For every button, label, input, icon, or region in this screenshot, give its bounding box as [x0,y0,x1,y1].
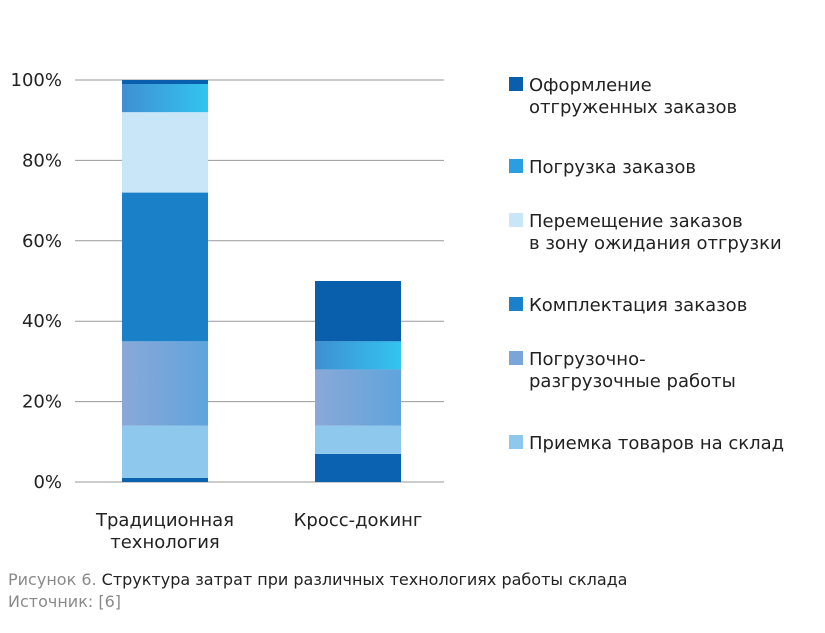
bar-segment [315,281,401,342]
category-label: технология [110,532,220,553]
bar-segment [315,453,401,482]
legend-swatch [509,435,523,449]
y-tick-label: 0% [33,472,62,493]
legend-item: Погрузка заказов [509,157,696,178]
caption-line: Рисунок 6. Структура затрат при различны… [8,569,818,591]
legend-swatch [509,159,523,173]
stacked-bar-chart: 0% 20% 40% 60% 80% 100% Традиционнаятехнологи… [11,70,785,553]
bar-segment [315,341,401,370]
legend-item: Комплектация заказов [509,295,747,316]
bar-segment [122,84,208,113]
bar-segment [122,477,208,482]
legend-item: Погрузочно-разгрузочные работы [509,349,736,392]
bar-segment [122,425,208,478]
y-tick-label: 80% [22,150,62,171]
legend-label: Погрузка заказов [529,157,696,178]
bar-segment [315,369,401,426]
figure-caption: Рисунок 6. Структура затрат при различны… [8,569,818,613]
legend-label: в зону ожидания отгрузки [529,233,782,254]
category-label: Традиционная [95,510,234,531]
y-tick-label: 40% [22,311,62,332]
y-tick-label: 100% [11,70,62,91]
caption-text: Структура затрат при различных технологи… [101,570,628,589]
caption-label: Рисунок 6. [8,570,97,589]
legend-label: Комплектация заказов [529,295,747,316]
legend-swatch [509,77,523,91]
legend-label: Оформление [529,75,652,96]
bar-segment [315,425,401,454]
caption-source: Источник: [6] [8,592,121,611]
bars [122,80,401,482]
legend-swatch [509,297,523,311]
legend-item: Приемка товаров на склад [509,433,784,454]
legend-label: Приемка товаров на склад [529,433,784,454]
legend-label: Погрузочно- [529,349,646,370]
legend-swatch [509,213,523,227]
legend-label: разгрузочные работы [529,371,736,392]
category-label: Кросс-докинг [294,510,423,531]
bar-segment [122,80,208,85]
y-tick-label: 20% [22,392,62,413]
bar-segment [122,341,208,426]
legend-label: Перемещение заказов [529,211,743,232]
legend-swatch [509,351,523,365]
y-tick-label: 60% [22,231,62,252]
y-axis-ticks: 0% 20% 40% 60% 80% 100% [11,70,62,493]
bar-segment [122,112,208,193]
legend-label: отгруженных заказов [529,97,737,118]
bar-segment [122,192,208,342]
